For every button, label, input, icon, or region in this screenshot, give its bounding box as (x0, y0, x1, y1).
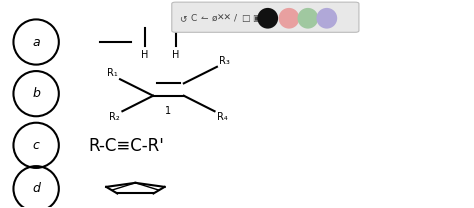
Text: ▣: ▣ (252, 14, 260, 23)
FancyBboxPatch shape (172, 2, 359, 32)
Text: /: / (234, 14, 237, 23)
Text: b: b (32, 87, 40, 100)
Text: R₂: R₂ (109, 112, 120, 122)
Text: R₃: R₃ (219, 56, 230, 66)
Ellipse shape (298, 8, 318, 29)
Text: H: H (172, 50, 179, 60)
Text: d: d (32, 182, 40, 195)
Text: 1: 1 (165, 106, 172, 116)
Text: C: C (191, 14, 197, 23)
Text: R₁: R₁ (107, 68, 118, 78)
Text: ø: ø (211, 14, 217, 23)
Ellipse shape (257, 8, 278, 29)
Text: □: □ (241, 14, 249, 23)
Text: c: c (33, 139, 39, 152)
Ellipse shape (317, 8, 337, 29)
Text: ↺: ↺ (179, 14, 186, 23)
Text: ✕✕: ✕✕ (217, 14, 232, 23)
Text: R-C≡C-R': R-C≡C-R' (88, 137, 164, 155)
Text: R₄: R₄ (217, 112, 228, 122)
Ellipse shape (279, 8, 300, 29)
Text: a: a (32, 36, 40, 48)
Text: H: H (141, 50, 148, 60)
Text: ↼: ↼ (200, 14, 208, 23)
